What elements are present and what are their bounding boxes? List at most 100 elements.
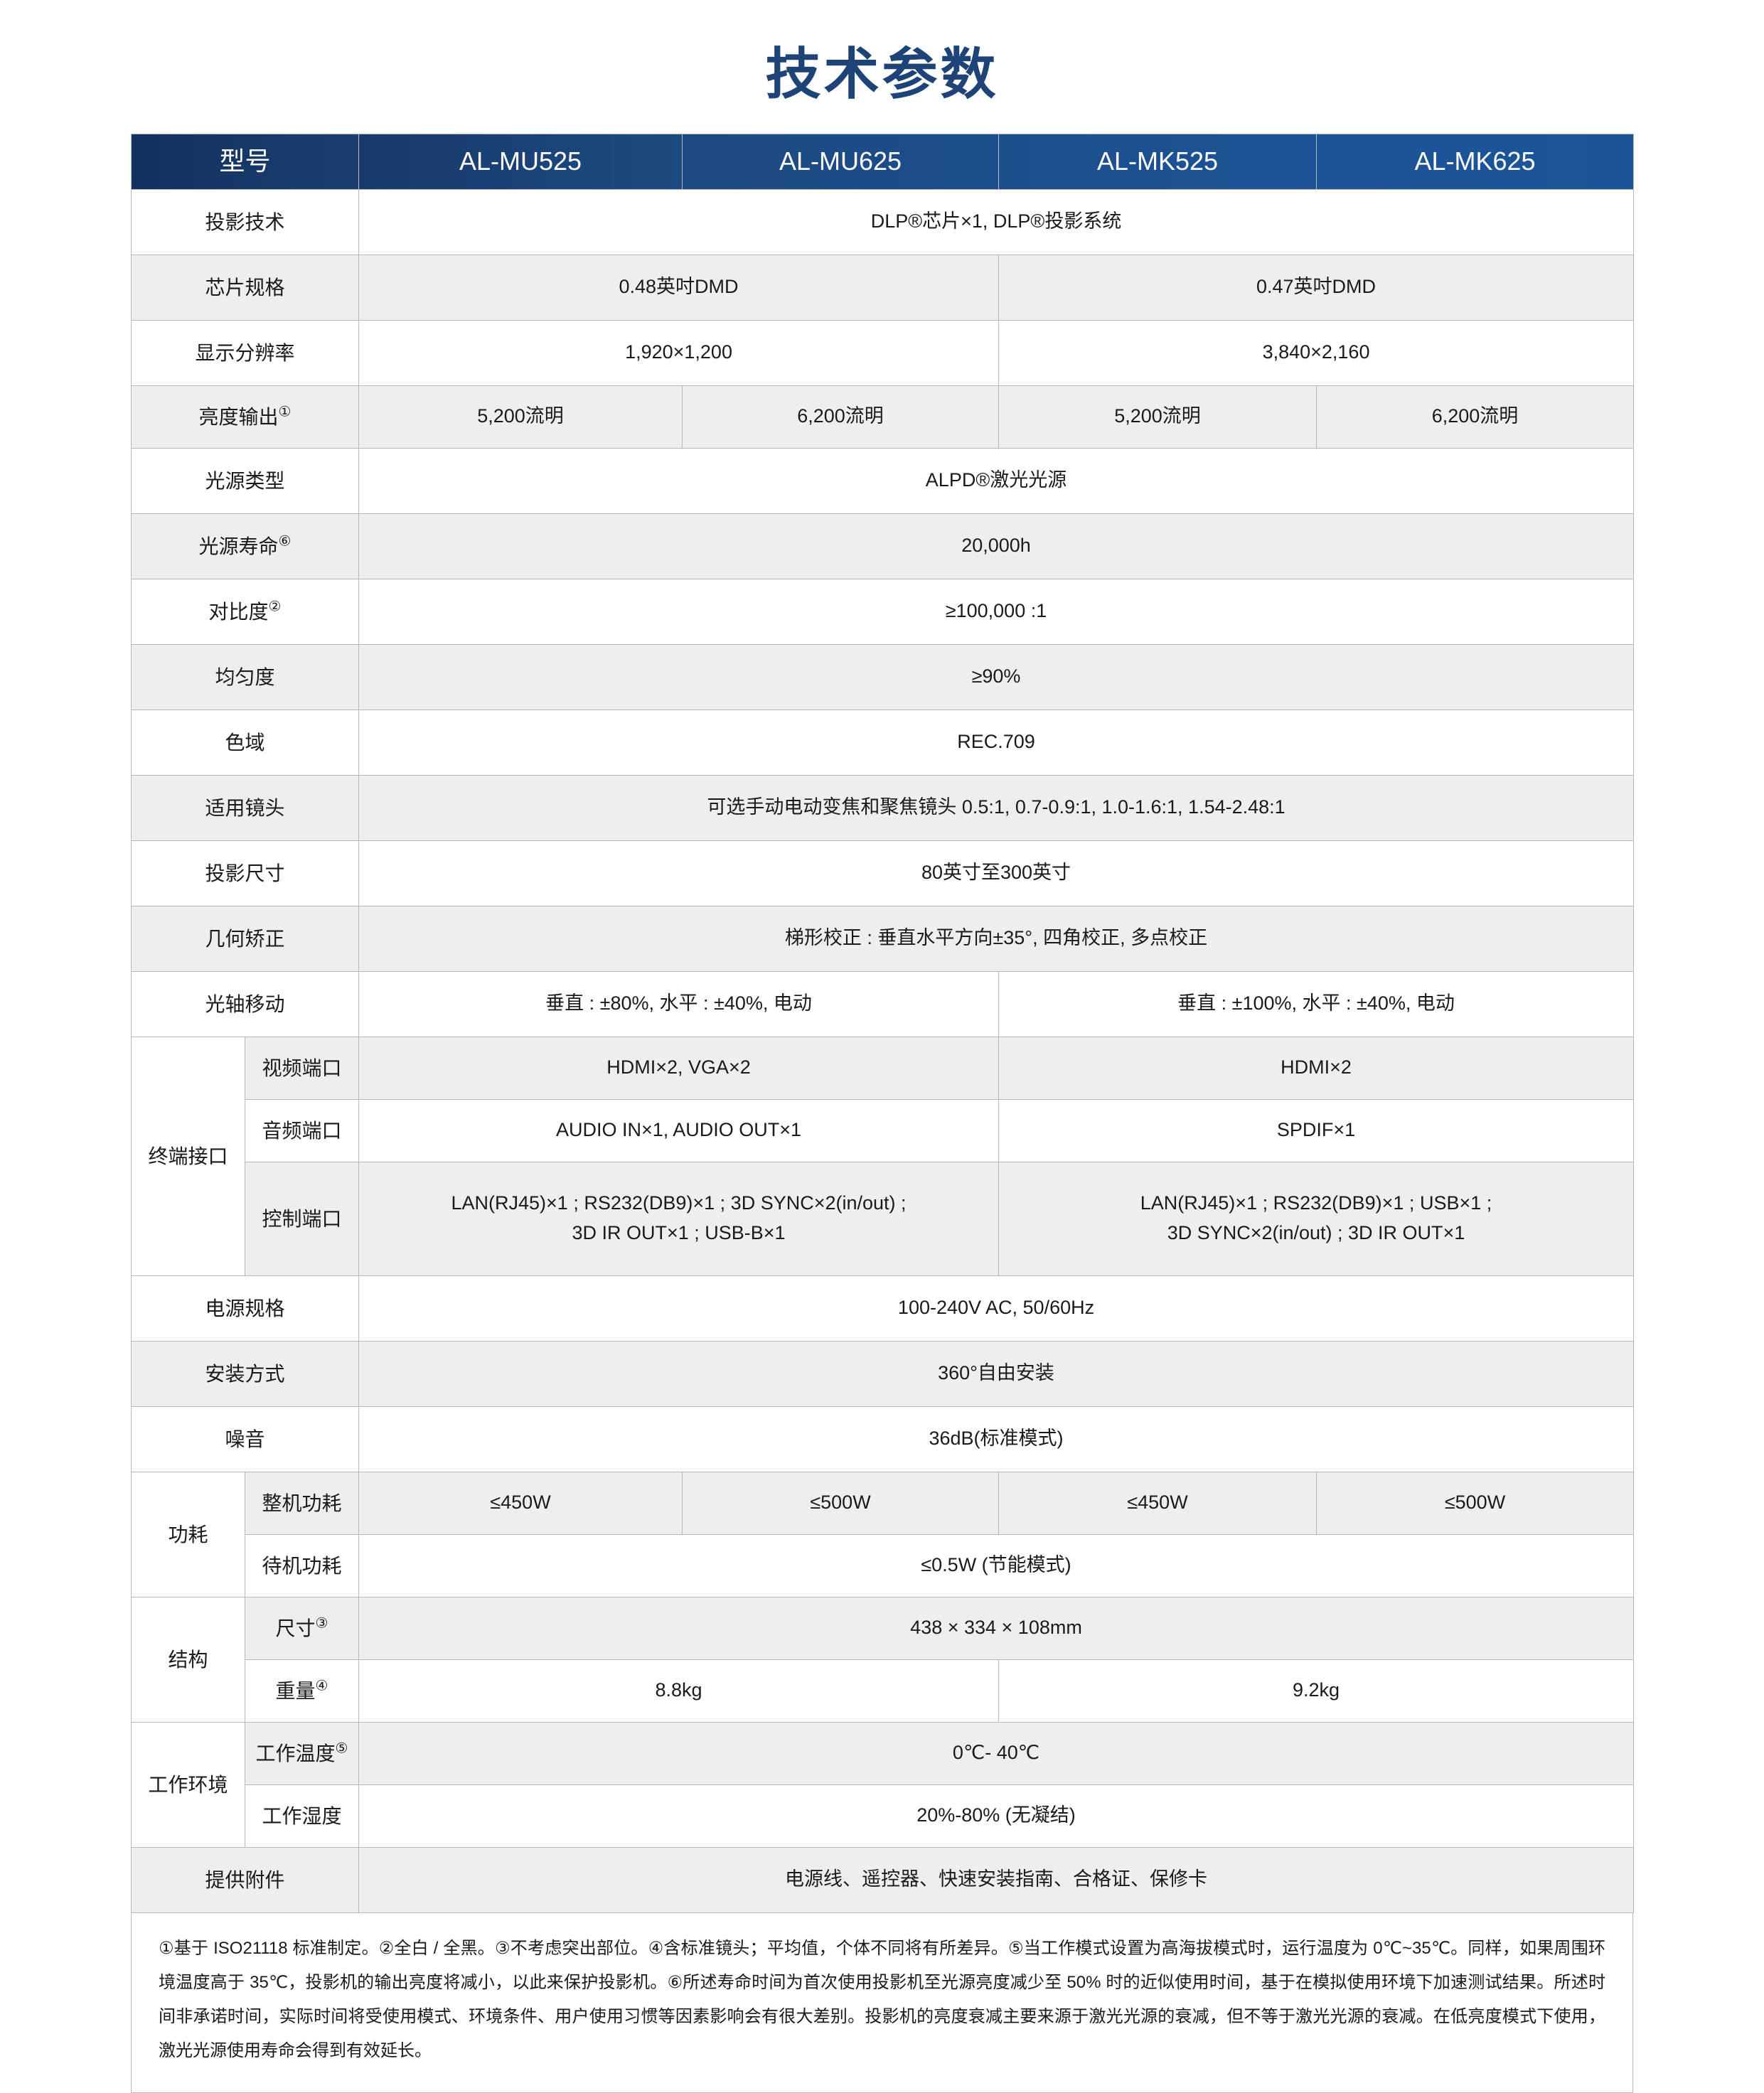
row-label-operating-temperature-text: 工作温度 — [255, 1742, 336, 1765]
row-label-contrast-text: 对比度 — [208, 600, 269, 623]
row-value-installation: 360°自由安装 — [358, 1340, 1635, 1407]
row-value-chip-spec-mk: 0.47英吋DMD — [998, 254, 1635, 321]
table-row: 重量④ 8.8kg 9.2kg — [132, 1659, 1635, 1723]
row-label-operating-humidity: 工作湿度 — [244, 1784, 360, 1848]
row-value-weight-mu: 8.8kg — [358, 1659, 1000, 1723]
table-row: 功耗 整机功耗 ≤450W ≤500W ≤450W ≤500W — [131, 1471, 1635, 1597]
row-value-light-source-type: ALPD®激光光源 — [358, 447, 1635, 514]
row-value-resolution-mk: 3,840×2,160 — [998, 319, 1635, 386]
row-label-weight-text: 重量 — [275, 1679, 316, 1702]
row-label-weight: 重量④ — [244, 1659, 360, 1723]
row-label-projection-size: 投影尺寸 — [130, 840, 360, 906]
spec-table: 型号 AL-MU525 AL-MU625 AL-MK525 AL-MK625 投… — [130, 133, 1635, 1913]
row-value-audio-port-mu: AUDIO IN×1, AUDIO OUT×1 — [358, 1098, 1000, 1162]
table-row: 几何矫正 梯形校正 : 垂直水平方向±35°, 四角校正, 多点校正 — [130, 905, 1635, 972]
row-value-color-gamut: REC.709 — [358, 709, 1635, 776]
row-label-projection-tech: 投影技术 — [130, 188, 360, 255]
table-row: 提供附件 电源线、遥控器、快速安装指南、合格证、保修卡 — [130, 1846, 1635, 1913]
row-value-brightness-mu625: 6,200流明 — [682, 385, 1000, 449]
row-value-projection-tech: DLP®芯片×1, DLP®投影系统 — [358, 188, 1635, 255]
footnote-marker: ② — [268, 599, 282, 615]
row-label-operating-temperature: 工作温度⑤ — [244, 1721, 360, 1785]
row-value-noise: 36dB(标准模式) — [358, 1406, 1635, 1472]
footnote-marker: ⑤ — [335, 1740, 348, 1757]
table-row: 电源规格 100-240V AC, 50/60Hz — [130, 1275, 1635, 1342]
row-value-total-power-mk625: ≤500W — [1316, 1471, 1635, 1535]
row-value-projection-size: 80英寸至300英寸 — [358, 840, 1635, 906]
row-value-lens-shift-mk: 垂直 : ±100%, 水平 : ±40%, 电动 — [998, 970, 1635, 1037]
row-label-video-port: 视频端口 — [244, 1036, 360, 1100]
footnote-marker: ④ — [315, 1678, 328, 1694]
table-row: 终端接口 视频端口 HDMI×2, VGA×2 HDMI×2 — [131, 1036, 1635, 1276]
header-al-mu625: AL-MU625 — [682, 133, 1000, 190]
row-label-lens-shift: 光轴移动 — [130, 970, 360, 1037]
spec-table-wrap: 型号 AL-MU525 AL-MU625 AL-MK525 AL-MK625 投… — [130, 133, 1635, 1913]
table-row: 安装方式 360°自由安装 — [130, 1340, 1635, 1407]
row-label-standby-power: 待机功耗 — [244, 1533, 360, 1597]
page-title: 技术参数 — [765, 43, 999, 105]
footnote-marker: ① — [278, 404, 292, 420]
row-label-chip-spec: 芯片规格 — [130, 254, 360, 321]
row-label-brightness-text: 亮度输出 — [198, 405, 279, 428]
header-al-mu525: AL-MU525 — [358, 133, 683, 190]
table-row: 待机功耗 ≤0.5W (节能模式) — [132, 1533, 1635, 1597]
header-model: 型号 — [130, 133, 360, 190]
row-value-total-power-mu525: ≤450W — [358, 1471, 683, 1535]
row-value-video-port-mk: HDMI×2 — [998, 1036, 1635, 1100]
table-row: 光源类型 ALPD®激光光源 — [130, 447, 1635, 514]
row-value-operating-temperature: 0℃- 40℃ — [358, 1721, 1635, 1785]
group-label-terminal-interface: 终端接口 — [131, 1036, 245, 1276]
row-value-brightness-mu525: 5,200流明 — [358, 385, 683, 449]
table-row: 光源寿命⑥ 20,000h — [130, 513, 1635, 579]
row-label-lens: 适用镜头 — [130, 774, 360, 841]
row-value-weight-mk: 9.2kg — [998, 1659, 1635, 1723]
table-body: 投影技术 DLP®芯片×1, DLP®投影系统 芯片规格 0.48英吋DMD 0… — [130, 188, 1635, 1913]
row-value-geometry-correction: 梯形校正 : 垂直水平方向±35°, 四角校正, 多点校正 — [358, 905, 1635, 972]
row-value-dimensions: 438 × 334 × 108mm — [358, 1596, 1635, 1660]
table-row: 显示分辨率 1,920×1,200 3,840×2,160 — [130, 319, 1635, 386]
row-label-noise: 噪音 — [130, 1406, 360, 1472]
row-value-chip-spec-mu: 0.48英吋DMD — [358, 254, 1000, 321]
row-value-lens-shift-mu: 垂直 : ±80%, 水平 : ±40%, 电动 — [358, 970, 1000, 1037]
row-value-audio-port-mk: SPDIF×1 — [998, 1098, 1635, 1162]
table-row: 工作湿度 20%-80% (无凝结) — [132, 1784, 1635, 1848]
table-row: 工作环境 工作温度⑤ 0℃- 40℃ — [131, 1721, 1635, 1848]
header-al-mk625: AL-MK625 — [1316, 133, 1635, 190]
row-label-dimensions: 尺寸③ — [244, 1596, 360, 1660]
row-value-uniformity: ≥90% — [358, 643, 1635, 710]
table-row: 光轴移动 垂直 : ±80%, 水平 : ±40%, 电动 垂直 : ±100%… — [130, 970, 1635, 1037]
row-label-geometry-correction: 几何矫正 — [130, 905, 360, 972]
table-header: 型号 AL-MU525 AL-MU625 AL-MK525 AL-MK625 — [130, 133, 1635, 190]
table-row: 对比度② ≥100,000 :1 — [130, 578, 1635, 645]
table-row: 音频端口 AUDIO IN×1, AUDIO OUT×1 SPDIF×1 — [132, 1098, 1635, 1162]
row-value-total-power-mk525: ≤450W — [998, 1471, 1317, 1535]
footnotes: ①基于 ISO21118 标准制定。②全白 / 全黑。③不考虑突出部位。④含标准… — [131, 1912, 1633, 2093]
table-row: 亮度输出① 5,200流明 6,200流明 5,200流明 6,200流明 — [130, 385, 1635, 449]
row-label-light-source-life-text: 光源寿命 — [198, 535, 279, 557]
table-row: 投影技术 DLP®芯片×1, DLP®投影系统 — [130, 188, 1635, 255]
row-value-brightness-mk525: 5,200流明 — [998, 385, 1317, 449]
row-label-control-port: 控制端口 — [244, 1161, 360, 1276]
row-value-power-spec: 100-240V AC, 50/60Hz — [358, 1275, 1635, 1342]
row-value-light-source-life: 20,000h — [358, 513, 1635, 579]
row-label-power-spec: 电源规格 — [130, 1275, 360, 1342]
row-label-light-source-type: 光源类型 — [130, 447, 360, 514]
row-value-video-port-mu: HDMI×2, VGA×2 — [358, 1036, 1000, 1100]
row-value-resolution-mu: 1,920×1,200 — [358, 319, 1000, 386]
group-label-operating-environment: 工作环境 — [131, 1721, 245, 1848]
row-value-brightness-mk625: 6,200流明 — [1316, 385, 1635, 449]
header-al-mk525: AL-MK525 — [998, 133, 1317, 190]
row-value-accessories: 电源线、遥控器、快速安装指南、合格证、保修卡 — [358, 1846, 1635, 1913]
row-value-contrast: ≥100,000 :1 — [358, 578, 1635, 645]
row-label-color-gamut: 色域 — [130, 709, 360, 776]
table-row: 控制端口 LAN(RJ45)×1 ; RS232(DB9)×1 ; 3D SYN… — [132, 1161, 1635, 1276]
row-value-operating-humidity: 20%-80% (无凝结) — [358, 1784, 1635, 1848]
footnote-marker: ③ — [315, 1615, 328, 1632]
table-row: 结构 尺寸③ 438 × 334 × 108mm — [131, 1596, 1635, 1723]
table-row: 芯片规格 0.48英吋DMD 0.47英吋DMD — [130, 254, 1635, 321]
row-label-total-power: 整机功耗 — [244, 1471, 360, 1535]
header-row: 型号 AL-MU525 AL-MU625 AL-MK525 AL-MK625 — [130, 133, 1635, 190]
group-label-power-consumption: 功耗 — [131, 1471, 245, 1597]
spec-sheet-page: 技术参数 型号 AL-MU525 AL-MU625 AL-MK525 AL-MK… — [130, 43, 1635, 2093]
row-value-standby-power: ≤0.5W (节能模式) — [358, 1533, 1635, 1597]
